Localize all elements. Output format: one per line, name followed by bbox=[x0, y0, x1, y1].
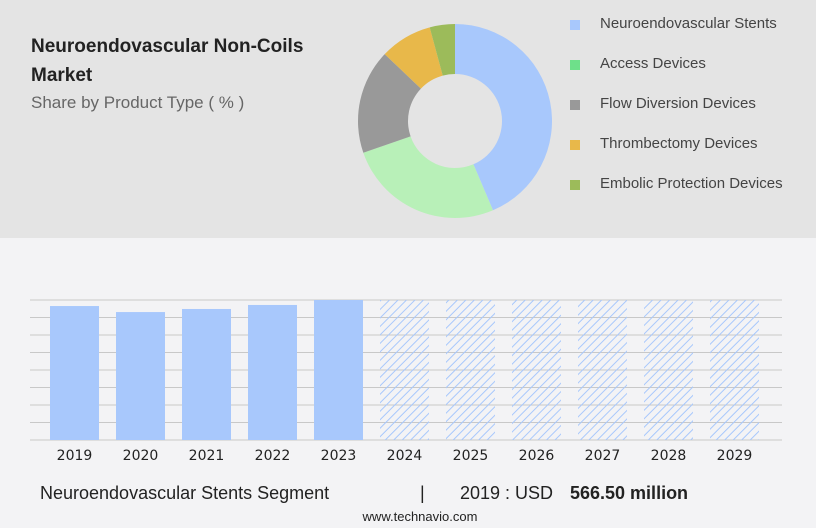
forecast-bar bbox=[512, 300, 561, 440]
legend-item: Access Devices bbox=[570, 56, 810, 96]
bar bbox=[116, 312, 165, 440]
legend-swatch bbox=[570, 100, 580, 110]
year-label: 2019 : USD bbox=[460, 483, 554, 503]
x-tick-label: 2027 bbox=[585, 448, 621, 464]
x-tick-label: 2024 bbox=[387, 448, 423, 464]
legend-swatch bbox=[570, 180, 580, 190]
bar bbox=[314, 300, 363, 440]
legend-label: Flow Diversion Devices bbox=[600, 95, 756, 112]
legend-label: Embolic Protection Devices bbox=[600, 175, 783, 192]
donut-chart bbox=[358, 24, 552, 218]
x-tick-label: 2021 bbox=[189, 448, 225, 464]
x-tick-label: 2026 bbox=[519, 448, 555, 464]
legend-label: Neuroendovascular Stents bbox=[600, 15, 777, 32]
donut-slice bbox=[455, 24, 552, 211]
x-tick-label: 2023 bbox=[321, 448, 357, 464]
separator: | bbox=[420, 483, 425, 503]
forecast-bar bbox=[710, 300, 759, 440]
website: www.technavio.com bbox=[362, 509, 478, 524]
legend-label: Access Devices bbox=[600, 55, 706, 72]
legend-item: Thrombectomy Devices bbox=[570, 136, 810, 176]
segment-value: 566.50 million bbox=[570, 483, 689, 503]
legend-label: Thrombectomy Devices bbox=[600, 135, 758, 152]
x-tick-label: 2025 bbox=[453, 448, 489, 464]
donut-slice bbox=[429, 24, 455, 76]
legend-item: Embolic Protection Devices bbox=[570, 176, 810, 216]
forecast-bar bbox=[644, 300, 693, 440]
bar bbox=[50, 306, 99, 440]
legend-swatch bbox=[570, 140, 580, 150]
forecast-bar bbox=[578, 300, 627, 440]
bar bbox=[248, 304, 297, 440]
donut-slice bbox=[363, 136, 493, 218]
legend-swatch bbox=[570, 20, 580, 30]
x-tick-label: 2029 bbox=[717, 448, 753, 464]
page-title: Neuroendovascular Non-Coils Market bbox=[31, 36, 304, 86]
x-tick-label: 2028 bbox=[651, 448, 687, 464]
legend-swatch bbox=[570, 60, 580, 70]
page-subtitle: Share by Product Type ( % ) bbox=[31, 93, 245, 112]
x-tick-label: 2020 bbox=[123, 448, 159, 464]
forecast-bar bbox=[380, 300, 429, 440]
x-tick-label: 2019 bbox=[57, 448, 93, 464]
legend-item: Neuroendovascular Stents bbox=[570, 16, 810, 56]
x-tick-label: 2022 bbox=[255, 448, 291, 464]
legend-item: Flow Diversion Devices bbox=[570, 96, 810, 136]
donut-slice bbox=[384, 27, 443, 89]
bar-chart: 2019 2020 2021 2022 2023 2024 2025 2026 2027 2028… bbox=[30, 299, 782, 464]
legend: Neuroendovascular Stents Access Devices Fl… bbox=[570, 16, 810, 216]
forecast-bar bbox=[446, 300, 495, 440]
donut-slice bbox=[358, 54, 421, 153]
bar bbox=[182, 308, 231, 440]
segment-label: Neuroendovascular Stents Segment bbox=[40, 483, 330, 503]
